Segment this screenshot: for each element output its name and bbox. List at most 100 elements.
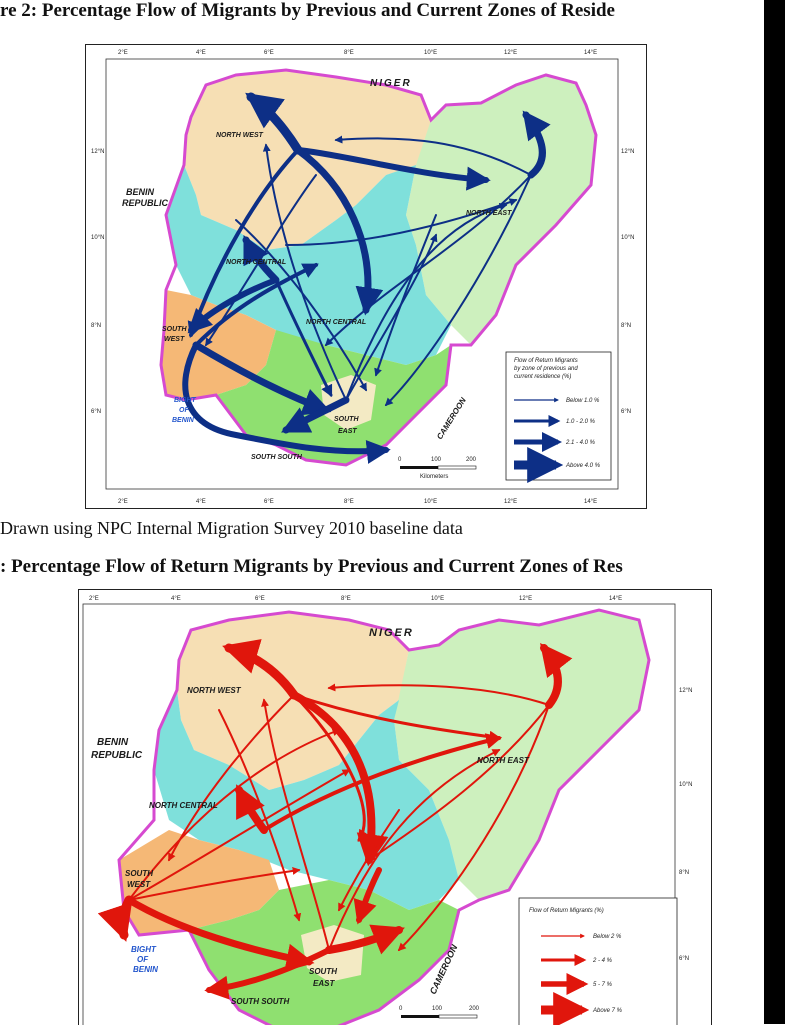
svg-text:4°E: 4°E: [196, 50, 206, 56]
svg-text:8°N: 8°N: [679, 870, 689, 876]
zone-label-north-west: NORTH WEST: [216, 132, 264, 139]
svg-text:100: 100: [431, 457, 442, 463]
zone-north-east: [394, 610, 649, 900]
zone-label-north-east: NORTH EAST: [477, 756, 530, 765]
legend-item-2: 2 - 4 %: [592, 958, 613, 964]
svg-text:0: 0: [399, 1006, 403, 1012]
country-label-republic: REPUBLIC: [91, 750, 143, 761]
legend-item-2: 1.0 - 2.0 %: [566, 419, 596, 425]
svg-text:6°E: 6°E: [255, 596, 265, 602]
scale-bar: 0 100 200 Kilometers: [398, 457, 477, 480]
scale-bar: 0 100 200: [399, 1006, 480, 1019]
return-migration-flow-map: 2°E 4°E 6°E 8°E 10°E 12°E 14°E 12°N 10°N…: [78, 589, 712, 1025]
zone-label-north-west: NORTH WEST: [187, 686, 242, 695]
flow-arrows: [97, 639, 573, 1000]
latitude-ticks-right: 12°N 10°N 8°N 6°N: [679, 688, 692, 962]
svg-text:6°N: 6°N: [621, 409, 631, 415]
latitude-ticks-right: 12°N 10°N 8°N 6°N: [621, 149, 634, 415]
legend-item-3: 2.1 - 4.0 %: [565, 440, 596, 446]
zone-label-south-south: SOUTH SOUTH: [251, 454, 303, 461]
svg-text:14°E: 14°E: [584, 50, 597, 56]
country-label-benin: BENIN: [97, 737, 129, 748]
svg-text:4°E: 4°E: [196, 499, 206, 505]
bight-label-2: OF: [179, 407, 189, 414]
bight-label-1: BIGHT: [131, 945, 157, 954]
zone-label-south-west-1: SOUTH: [162, 326, 187, 333]
figure-3-title: : Percentage Flow of Return Migrants by …: [0, 556, 623, 577]
country-border: [159, 68, 598, 467]
country-label-benin: BENIN: [126, 187, 155, 197]
svg-text:8°E: 8°E: [344, 50, 354, 56]
svg-text:12°N: 12°N: [91, 149, 104, 155]
figure-2-title: re 2: Percentage Flow of Migrants by Pre…: [0, 0, 615, 21]
svg-text:10°E: 10°E: [424, 499, 437, 505]
legend-item-4: Above 7 %: [592, 1008, 623, 1014]
svg-text:12°E: 12°E: [519, 596, 532, 602]
bight-label-3: BENIN: [133, 965, 158, 974]
zone-label-north-central-1: NORTH CENTRAL: [226, 259, 286, 266]
svg-text:12°N: 12°N: [621, 149, 634, 155]
figure-2-source: Drawn using NPC Internal Migration Surve…: [0, 518, 463, 538]
migration-flow-map: 2°E 4°E 6°E 8°E 10°E 12°E 14°E 12°N 10°N…: [85, 44, 647, 509]
right-edge-bar: [764, 0, 785, 1024]
svg-text:Flow of Return Migrants (%): Flow of Return Migrants (%): [529, 908, 604, 914]
zone-label-north-east: NORTH EAST: [466, 210, 512, 217]
zone-label-south-west-1: SOUTH: [125, 869, 153, 878]
zone-label-south-south: SOUTH SOUTH: [231, 997, 289, 1006]
longitude-ticks-top: 2°E 4°E 6°E 8°E 10°E 12°E 14°E: [118, 50, 597, 56]
svg-text:10°E: 10°E: [424, 50, 437, 56]
svg-text:100: 100: [432, 1006, 443, 1012]
zone-label-south-east-1: SOUTH: [309, 967, 337, 976]
svg-text:8°N: 8°N: [91, 323, 101, 329]
svg-text:2°E: 2°E: [89, 596, 99, 602]
legend-item-1: Below 1.0 %: [566, 398, 600, 404]
svg-text:4°E: 4°E: [171, 596, 181, 602]
svg-text:8°E: 8°E: [341, 596, 351, 602]
country-label-niger: NIGER: [370, 78, 412, 89]
bight-label-1: BIGHT: [174, 397, 197, 404]
svg-text:14°E: 14°E: [584, 499, 597, 505]
svg-text:200: 200: [469, 1006, 480, 1012]
zone-label-south-east-1: SOUTH: [334, 416, 359, 423]
country-label-niger: NIGER: [369, 627, 414, 639]
svg-text:6°E: 6°E: [264, 50, 274, 56]
svg-text:12°N: 12°N: [679, 688, 692, 694]
svg-text:2°E: 2°E: [118, 50, 128, 56]
flow-arrows: [182, 92, 551, 464]
legend: Flow of Return Migrants by zone of previ…: [505, 351, 612, 483]
country-label-republic: REPUBLIC: [122, 198, 169, 208]
svg-text:10°N: 10°N: [679, 782, 692, 788]
longitude-ticks-top: 2°E 4°E 6°E 8°E 10°E 12°E 14°E: [89, 596, 622, 602]
legend-item-1: Below 2 %: [593, 934, 622, 940]
zone-south-east: [301, 925, 364, 982]
svg-text:Flow of Return Migrants: Flow of Return Migrants: [514, 358, 578, 364]
svg-text:12°E: 12°E: [504, 499, 517, 505]
svg-text:Kilometers: Kilometers: [420, 474, 448, 480]
svg-text:by zone of previous and: by zone of previous and: [514, 366, 578, 372]
bight-label-3: BENIN: [172, 417, 195, 424]
zone-label-south-east-2: EAST: [313, 979, 335, 988]
zone-label-south-east-2: EAST: [338, 428, 357, 435]
svg-text:6°E: 6°E: [264, 499, 274, 505]
svg-text:6°N: 6°N: [91, 409, 101, 415]
latitude-ticks-left: 12°N 10°N 8°N 6°N: [91, 149, 104, 415]
svg-text:14°E: 14°E: [609, 596, 622, 602]
zone-label-south-west-2: WEST: [127, 880, 151, 889]
svg-text:8°N: 8°N: [621, 323, 631, 329]
longitude-ticks-bottom: 2°E 4°E 6°E 8°E 10°E 12°E 14°E: [118, 499, 597, 505]
svg-text:200: 200: [466, 457, 477, 463]
bight-label-2: OF: [137, 955, 149, 964]
legend-item-4: Above 4.0 %: [565, 463, 601, 469]
svg-text:8°E: 8°E: [344, 499, 354, 505]
svg-text:12°E: 12°E: [504, 50, 517, 56]
zone-south-west: [119, 830, 279, 935]
svg-text:0: 0: [398, 457, 402, 463]
zone-label-north-central-2: NORTH CENTRAL: [306, 319, 366, 326]
svg-text:2°E: 2°E: [118, 499, 128, 505]
svg-text:6°N: 6°N: [679, 956, 689, 962]
svg-text:10°N: 10°N: [621, 235, 634, 241]
svg-text:current residence (%): current residence (%): [514, 374, 571, 380]
svg-text:10°E: 10°E: [431, 596, 444, 602]
zone-label-north-central: NORTH CENTRAL: [149, 801, 218, 810]
zone-label-south-west-2: WEST: [164, 336, 185, 343]
